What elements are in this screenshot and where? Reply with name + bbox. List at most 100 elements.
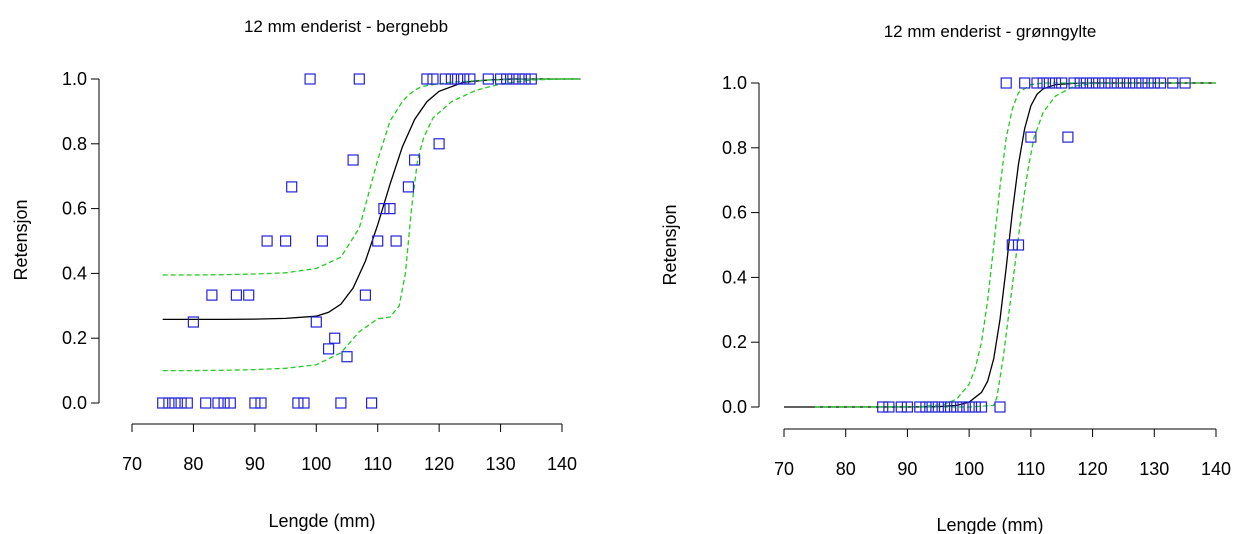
x-tick-label: 120 (424, 454, 454, 474)
y-axis-label: Retensjon (660, 204, 680, 285)
chart-panel-gronngylte: 12 mm enderist - grønngylte Lengde (mm) … (625, 0, 1235, 534)
plot-area: 70 80 90 100 110 120 130 140 0.0 0.2 0.4 0.6 0.8 1.0 (62, 69, 581, 474)
data-point (433, 138, 445, 150)
data-point (304, 73, 316, 85)
data-point (1074, 77, 1086, 89)
data-point (175, 397, 187, 409)
chart-title: 12 mm enderist - grønngylte (884, 22, 1097, 41)
data-point (1080, 77, 1092, 89)
y-tick-label: 0.4 (62, 263, 87, 283)
data-point (249, 397, 261, 409)
data-point (877, 401, 889, 413)
data-point (938, 401, 951, 413)
x-tick-label: 90 (245, 454, 265, 474)
data-point (1087, 77, 1099, 89)
data-point (255, 397, 267, 409)
data-point (341, 351, 353, 363)
confidence-band-line (814, 82, 1216, 408)
data-point (969, 401, 981, 413)
data-point (1154, 77, 1167, 89)
data-point (181, 397, 193, 409)
data-point (218, 397, 230, 409)
data-point (507, 73, 519, 85)
data-point (157, 397, 169, 409)
x-tick-label: 140 (1201, 459, 1231, 479)
y-tick-label: 0.4 (722, 267, 747, 287)
data-point (1167, 77, 1179, 89)
data-point (957, 401, 969, 413)
x-tick-label: 130 (1139, 459, 1169, 479)
data-point (298, 397, 310, 409)
data-point (163, 397, 175, 409)
data-point (914, 401, 926, 413)
data-point (1111, 77, 1123, 89)
x-tick-label: 120 (1078, 459, 1108, 479)
data-point (421, 73, 433, 85)
data-point (1124, 77, 1136, 89)
data-point (292, 397, 304, 409)
data-point (452, 73, 464, 85)
x-tick-label: 80 (183, 454, 203, 474)
data-point (1012, 239, 1025, 251)
data-point (951, 401, 963, 413)
data-point (1025, 131, 1037, 143)
data-point (1148, 77, 1160, 89)
y-tick-label: 0.0 (62, 393, 87, 413)
data-point (963, 401, 975, 413)
data-point (1031, 77, 1043, 89)
data-point (310, 316, 322, 328)
data-point (1000, 77, 1012, 89)
data-point (1049, 77, 1062, 89)
data-point (1105, 77, 1117, 89)
data-point (464, 73, 476, 85)
data-point (230, 289, 242, 301)
data-point (427, 73, 439, 85)
confidence-band-line (814, 82, 1093, 408)
data-point (945, 401, 957, 413)
data-point (206, 289, 218, 301)
data-point (384, 203, 396, 215)
data-point (169, 397, 181, 409)
data-point (901, 401, 913, 413)
data-point (1179, 77, 1191, 89)
data-point (366, 397, 378, 409)
x-tick-label: 70 (122, 454, 142, 474)
data-point (932, 401, 944, 413)
data-point (519, 73, 531, 85)
x-tick-label: 100 (954, 459, 984, 479)
y-tick-label: 0.0 (722, 397, 747, 417)
y-tick-label: 1.0 (722, 73, 747, 93)
data-point (1037, 77, 1049, 89)
data-point (329, 332, 341, 344)
data-point (402, 181, 414, 193)
data-point (895, 401, 907, 413)
y-tick-label: 0.8 (722, 138, 747, 158)
chart-title: 12 mm enderist - bergnebb (244, 17, 448, 36)
chart-svg-bergnebb: 12 mm enderist - bergnebb Lengde (mm) Re… (11, 17, 581, 531)
data-point (187, 316, 199, 328)
data-point (445, 73, 457, 85)
y-tick-label: 0.6 (722, 203, 747, 223)
data-point (495, 73, 507, 85)
x-tick-label: 80 (836, 459, 856, 479)
y-tick-label: 0.6 (62, 199, 87, 219)
x-tick-label: 100 (301, 454, 331, 474)
fitted-curve (784, 82, 1216, 408)
data-point (1093, 77, 1105, 89)
confidence-band-line (162, 78, 581, 276)
data-point (372, 235, 384, 247)
data-point (286, 181, 298, 193)
data-point (224, 397, 236, 409)
data-point (316, 235, 328, 247)
data-point (323, 343, 335, 355)
data-point (975, 401, 988, 413)
data-point (501, 73, 513, 85)
data-point (1062, 131, 1074, 143)
data-point (1006, 239, 1018, 251)
data-point (261, 235, 273, 247)
y-tick-label: 0.8 (62, 134, 87, 154)
data-point (994, 401, 1006, 413)
data-point (482, 73, 494, 85)
data-point (920, 401, 932, 413)
data-point (243, 289, 255, 301)
